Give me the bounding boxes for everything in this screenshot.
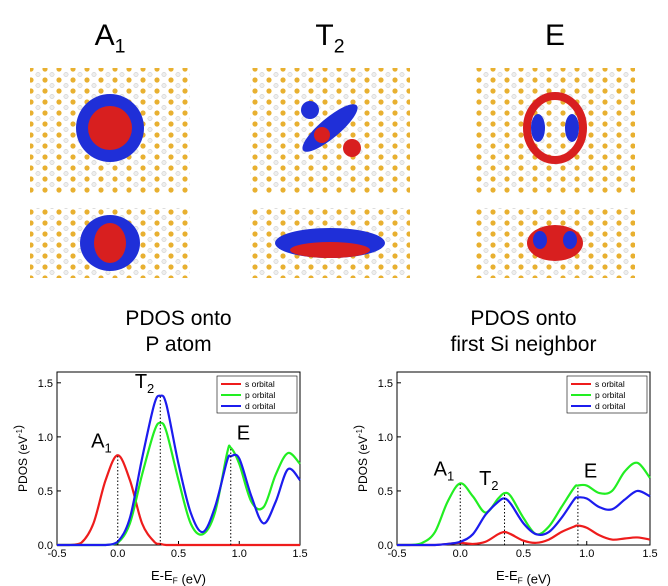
x-tick-label: 0.5 (516, 548, 531, 560)
legend-label: d orbital (245, 401, 275, 411)
y-axis-label-part: PDOS (eV (356, 436, 370, 492)
y-axis-label: PDOS (eV-1) (11, 425, 30, 492)
y-tick-label: 1.5 (378, 378, 393, 390)
peak-label: A1 (434, 458, 455, 483)
legend-label: p orbital (595, 390, 625, 400)
peak-label: T2 (479, 468, 498, 493)
peak-label-part: E (237, 423, 250, 445)
panel-label-part: 2 (334, 36, 345, 58)
legend-label: s orbital (595, 379, 625, 389)
x-axis-label: E-EF (eV) (496, 568, 551, 586)
y-tick-label: 0.0 (378, 540, 393, 552)
x-axis-label-part: (eV) (178, 571, 206, 586)
lobe (533, 231, 547, 249)
y-tick-label: 0.0 (38, 540, 53, 552)
x-tick-label: 1.0 (232, 548, 247, 560)
chart-title: PDOS onto (470, 307, 576, 330)
y-tick-label: 1.0 (38, 432, 53, 444)
peak-label-part: 1 (447, 468, 454, 483)
x-axis-label-part: (eV) (523, 571, 551, 586)
x-axis-label-part: E-E (151, 568, 173, 583)
lobe (565, 114, 579, 142)
y-axis-label-part: PDOS (eV (16, 436, 30, 492)
x-tick-label: 0.5 (171, 548, 186, 560)
panel-label-part: T (315, 19, 333, 52)
peak-label-part: T (135, 371, 147, 393)
legend-label: s orbital (245, 379, 275, 389)
x-axis-label-part: E-E (496, 568, 518, 583)
legend-label: p orbital (245, 390, 275, 400)
lobe (343, 139, 361, 157)
figure: A1T2EPDOS ontoP atom-0.50.00.51.01.50.00… (0, 0, 668, 586)
y-axis-label-part: ) (351, 425, 365, 429)
y-axis-label: PDOS (eV-1) (351, 425, 370, 492)
y-axis-label-part: -1 (15, 429, 24, 436)
peak-label: E (237, 423, 250, 445)
peak-label-part: E (584, 461, 597, 483)
x-tick-label: 1.5 (642, 548, 657, 560)
x-tick-label: 1.5 (292, 548, 307, 560)
peak-label-part: 2 (147, 381, 154, 396)
y-tick-label: 0.5 (378, 486, 393, 498)
lobe (290, 242, 370, 258)
x-tick-label: 1.0 (579, 548, 594, 560)
lobe (314, 127, 330, 143)
lobe (94, 223, 126, 263)
orbital-images (30, 68, 635, 278)
lobe (531, 114, 545, 142)
chart-title: first Si neighbor (451, 333, 597, 356)
x-tick-label: 0.0 (453, 548, 468, 560)
peak-label: T2 (135, 371, 154, 396)
chart-title: P atom (145, 333, 211, 356)
panel-label: A1 (95, 19, 126, 58)
lobe (301, 101, 319, 119)
peak-label: E (584, 461, 597, 483)
panel-label: T2 (315, 19, 344, 58)
peak-label-part: 2 (491, 478, 498, 493)
peak-label-part: A (434, 458, 448, 480)
panel-label-part: A (95, 19, 115, 52)
peak-label: A1 (91, 430, 112, 455)
panel-label: E (545, 19, 565, 52)
peak-label-part: 1 (105, 440, 112, 455)
y-axis-label-part: -1 (355, 429, 364, 436)
page: A1T2EPDOS ontoP atom-0.50.00.51.01.50.00… (0, 0, 668, 586)
legend-label: d orbital (595, 401, 625, 411)
peak-label-part: T (479, 468, 491, 490)
panel-label-part: 1 (115, 36, 126, 58)
y-tick-label: 1.5 (38, 378, 53, 390)
lobe (563, 231, 577, 249)
chart-title: PDOS onto (125, 307, 231, 330)
x-axis-label: E-EF (eV) (151, 568, 206, 586)
y-axis-label-part: ) (11, 425, 25, 429)
x-tick-label: 0.0 (110, 548, 125, 560)
lobe (88, 106, 132, 150)
y-tick-label: 1.0 (378, 432, 393, 444)
peak-label-part: A (91, 430, 105, 452)
y-tick-label: 0.5 (38, 486, 53, 498)
lattice (475, 68, 635, 193)
panel-label-part: E (545, 19, 565, 52)
